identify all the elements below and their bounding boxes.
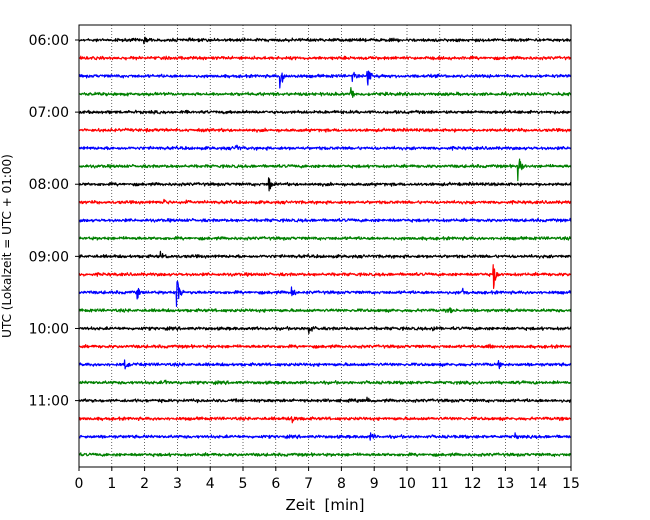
x-tick-label: 5 — [239, 476, 248, 492]
y-tick-label: 07:00 — [29, 105, 69, 121]
x-tick-label: 3 — [173, 476, 182, 492]
trace-1115 — [78, 416, 572, 424]
trace-0715 — [78, 127, 572, 133]
y-axis-label: UTC (Lokalzeit = UTC + 01:00) — [0, 154, 14, 338]
trace-0800 — [78, 177, 572, 192]
x-axis-label: Zeit [min] — [285, 496, 364, 514]
trace-0830 — [78, 217, 572, 223]
x-tick-label: 13 — [496, 476, 514, 492]
x-tick-label: 1 — [107, 476, 116, 492]
x-tick-label: 12 — [464, 476, 482, 492]
y-tick-label: 10:00 — [29, 321, 69, 337]
trace-0945 — [78, 307, 572, 314]
trace-0630 — [78, 70, 572, 89]
y-tick-label: 06:00 — [29, 33, 69, 49]
trace-0700 — [78, 109, 572, 115]
trace-1030 — [78, 359, 572, 370]
trace-1015 — [78, 343, 572, 349]
x-tick-label: 4 — [206, 476, 215, 492]
y-tick-label: 08:00 — [29, 177, 69, 193]
x-tick-label: 2 — [140, 476, 149, 492]
y-tick-label: 09:00 — [29, 249, 69, 265]
plot-frame — [78, 24, 572, 468]
trace-0600 — [78, 36, 572, 45]
trace-0745 — [78, 158, 572, 182]
x-tick-label: 0 — [75, 476, 84, 492]
x-tick-label: 7 — [304, 476, 313, 492]
y-tick-label: 11:00 — [29, 394, 69, 410]
trace-1000 — [78, 325, 572, 335]
x-tick-label: 9 — [370, 476, 379, 492]
plot-area — [79, 25, 571, 467]
x-tick-label: 6 — [271, 476, 280, 492]
trace-0615 — [78, 55, 572, 61]
x-tick-label: 11 — [431, 476, 449, 492]
x-tick-label: 8 — [337, 476, 346, 492]
trace-1145 — [78, 452, 572, 458]
trace-1130 — [78, 432, 572, 441]
trace-0730 — [78, 144, 572, 151]
trace-0845 — [78, 236, 572, 241]
trace-1045 — [78, 379, 572, 386]
trace-0900 — [78, 250, 572, 259]
x-axis-ticks: 0 1 2 3 4 5 6 7 8 9 10 11 12 13 14 15 — [75, 467, 580, 492]
x-tick-label: 15 — [562, 476, 580, 492]
x-tick-label: 14 — [529, 476, 547, 492]
trace-0915 — [78, 264, 572, 289]
y-axis-ticks: 06:00 07:00 08:00 09:00 10:00 11:00 — [29, 33, 79, 410]
seismic-traces — [78, 36, 572, 458]
trace-1100 — [78, 396, 572, 404]
trace-0930 — [78, 280, 572, 307]
trace-0815 — [78, 198, 572, 205]
trace-0645 — [78, 87, 572, 98]
x-tick-label: 10 — [398, 476, 416, 492]
